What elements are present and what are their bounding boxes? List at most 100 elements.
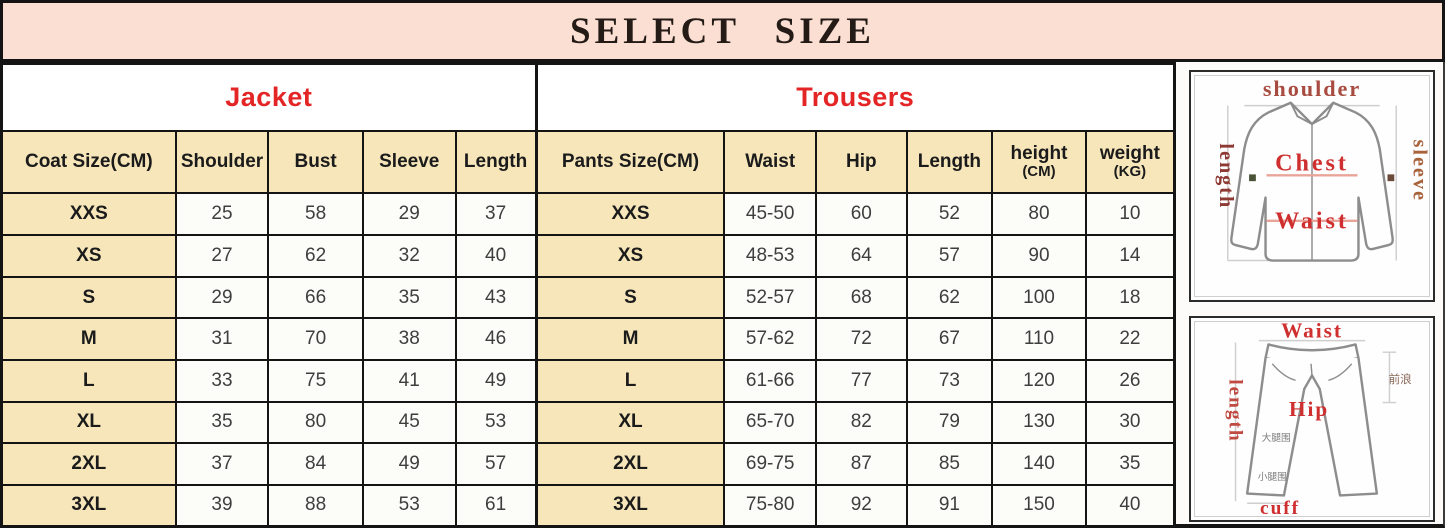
jacket-value-cell: 49 xyxy=(454,358,538,403)
size-table: Jacket Trousers Coat Size(CM) Shoulder B… xyxy=(0,62,1176,528)
trousers-size-cell: L xyxy=(534,358,726,403)
jacket-waist-label: Waist xyxy=(1275,208,1349,235)
column-header-row: Coat Size(CM) Shoulder Bust Sleeve Lengt… xyxy=(0,129,1176,195)
section-header-row: Jacket Trousers xyxy=(0,62,1176,132)
trousers-measurement-diagram: Waist length Hip cuff 前浪 大腿围 小腿围 xyxy=(1189,316,1435,522)
table-row: M 31 70 38 46 M 57-62 72 67 110 22 xyxy=(0,317,1176,361)
jacket-value-cell: 41 xyxy=(361,358,457,403)
trousers-size-cell: M xyxy=(534,317,726,361)
jacket-value-cell: 62 xyxy=(267,234,364,278)
trousers-value-cell: 79 xyxy=(905,400,994,445)
title-band: SELECT SIZE xyxy=(0,0,1445,62)
jacket-outline xyxy=(1230,101,1394,262)
jacket-size-cell: 3XL xyxy=(0,483,177,528)
table-row: 3XL 39 88 53 61 3XL 75-80 92 91 150 40 xyxy=(0,483,1176,528)
table-row: XS 27 62 32 40 XS 48-53 64 57 90 14 xyxy=(0,234,1176,278)
table-row: XL 35 80 45 53 XL 65-70 82 79 130 30 xyxy=(0,400,1176,445)
trousers-section-label: Trousers xyxy=(534,62,1176,132)
trousers-value-cell: 85 xyxy=(905,442,994,486)
trousers-value-cell: 57 xyxy=(905,234,994,278)
jacket-section-label: Jacket xyxy=(0,62,538,132)
trousers-value-cell: 120 xyxy=(991,358,1087,403)
jacket-size-cell: S xyxy=(0,275,177,320)
jacket-value-cell: 66 xyxy=(267,275,364,320)
jacket-size-cell: L xyxy=(0,358,177,403)
trousers-value-cell: 22 xyxy=(1084,317,1176,361)
trousers-illustration: Waist length Hip cuff 前浪 大腿围 小腿围 xyxy=(1225,319,1412,519)
trousers-value-cell: 67 xyxy=(905,317,994,361)
jacket-value-cell: 53 xyxy=(361,483,457,528)
jacket-measurement-diagram: shoulder length sleeve Chest Waist xyxy=(1189,70,1435,302)
table-row: L 33 75 41 49 L 61-66 77 73 120 26 xyxy=(0,358,1176,403)
trousers-value-cell: 26 xyxy=(1084,358,1176,403)
trousers-value-cell: 62 xyxy=(905,275,994,320)
trousers-value-cell: 100 xyxy=(991,275,1087,320)
jacket-value-cell: 35 xyxy=(361,275,457,320)
trousers-value-cell: 110 xyxy=(991,317,1087,361)
jacket-value-cell: 31 xyxy=(174,317,270,361)
jacket-value-cell: 61 xyxy=(454,483,538,528)
col-header-trousers-length: Length xyxy=(905,129,994,195)
size-table-wrap: Jacket Trousers Coat Size(CM) Shoulder B… xyxy=(0,62,1176,528)
jacket-value-cell: 29 xyxy=(361,192,457,237)
jacket-value-cell: 39 xyxy=(174,483,270,528)
diagram-panel: shoulder length sleeve Chest Waist xyxy=(1176,62,1445,528)
trousers-value-cell: 52-57 xyxy=(723,275,817,320)
trousers-value-cell: 73 xyxy=(905,358,994,403)
col-header-hip: Hip xyxy=(814,129,908,195)
jacket-size-cell: M xyxy=(0,317,177,361)
trousers-value-cell: 30 xyxy=(1084,400,1176,445)
trousers-value-cell: 82 xyxy=(814,400,908,445)
trousers-value-cell: 65-70 xyxy=(723,400,817,445)
jacket-value-cell: 84 xyxy=(267,442,364,486)
calf-label: 小腿围 xyxy=(1258,471,1287,483)
jacket-value-cell: 33 xyxy=(174,358,270,403)
table-row: XXS 25 58 29 37 XXS 45-50 60 52 80 10 xyxy=(0,192,1176,237)
jacket-value-cell: 27 xyxy=(174,234,270,278)
col-header-height: height (CM) xyxy=(991,129,1087,195)
trousers-value-cell: 68 xyxy=(814,275,908,320)
jacket-size-cell: XXS xyxy=(0,192,177,237)
jacket-value-cell: 29 xyxy=(174,275,270,320)
trousers-value-cell: 60 xyxy=(814,192,908,237)
jacket-value-cell: 40 xyxy=(454,234,538,278)
trousers-value-cell: 92 xyxy=(814,483,908,528)
jacket-value-cell: 25 xyxy=(174,192,270,237)
col-header-coat-size: Coat Size(CM) xyxy=(0,129,177,195)
trousers-size-cell: XXS xyxy=(534,192,726,237)
trousers-value-cell: 69-75 xyxy=(723,442,817,486)
col-header-bust: Bust xyxy=(267,129,364,195)
col-header-waist: Waist xyxy=(723,129,817,195)
trousers-value-cell: 75-80 xyxy=(723,483,817,528)
col-header-shoulder: Shoulder xyxy=(174,129,270,195)
jacket-value-cell: 37 xyxy=(174,442,270,486)
jacket-measure-bands xyxy=(1266,174,1358,223)
trousers-size-cell: XL xyxy=(534,400,726,445)
trousers-size-cell: XS xyxy=(534,234,726,278)
trousers-value-cell: 14 xyxy=(1084,234,1176,278)
jacket-length-label: length xyxy=(1215,143,1237,209)
hip-label: Hip xyxy=(1289,397,1329,421)
jacket-illustration: shoulder length sleeve Chest Waist xyxy=(1215,76,1431,262)
sleeve-label: sleeve xyxy=(1409,140,1431,202)
jacket-size-cell: XL xyxy=(0,400,177,445)
table-row: S 29 66 35 43 S 52-57 68 62 100 18 xyxy=(0,275,1176,320)
jacket-value-cell: 57 xyxy=(454,442,538,486)
trousers-value-cell: 130 xyxy=(991,400,1087,445)
col-header-pants-size: Pants Size(CM) xyxy=(534,129,726,195)
jacket-value-cell: 35 xyxy=(174,400,270,445)
trousers-value-cell: 150 xyxy=(991,483,1087,528)
trousers-value-cell: 10 xyxy=(1084,192,1176,237)
jacket-value-cell: 53 xyxy=(454,400,538,445)
trousers-value-cell: 57-62 xyxy=(723,317,817,361)
trousers-value-cell: 40 xyxy=(1084,483,1176,528)
trousers-value-cell: 18 xyxy=(1084,275,1176,320)
front-rise-label: 前浪 xyxy=(1388,372,1412,386)
trousers-value-cell: 52 xyxy=(905,192,994,237)
page-title: SELECT SIZE xyxy=(570,10,875,52)
col-header-sleeve: Sleeve xyxy=(361,129,457,195)
col-header-weight: weight (KG) xyxy=(1084,129,1176,195)
cuff-label: cuff xyxy=(1260,498,1300,519)
trousers-value-cell: 35 xyxy=(1084,442,1176,486)
trousers-value-cell: 91 xyxy=(905,483,994,528)
